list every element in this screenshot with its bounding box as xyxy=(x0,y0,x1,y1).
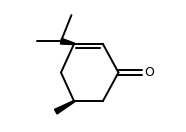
Polygon shape xyxy=(54,101,74,114)
Text: O: O xyxy=(145,66,154,79)
Polygon shape xyxy=(60,38,74,45)
